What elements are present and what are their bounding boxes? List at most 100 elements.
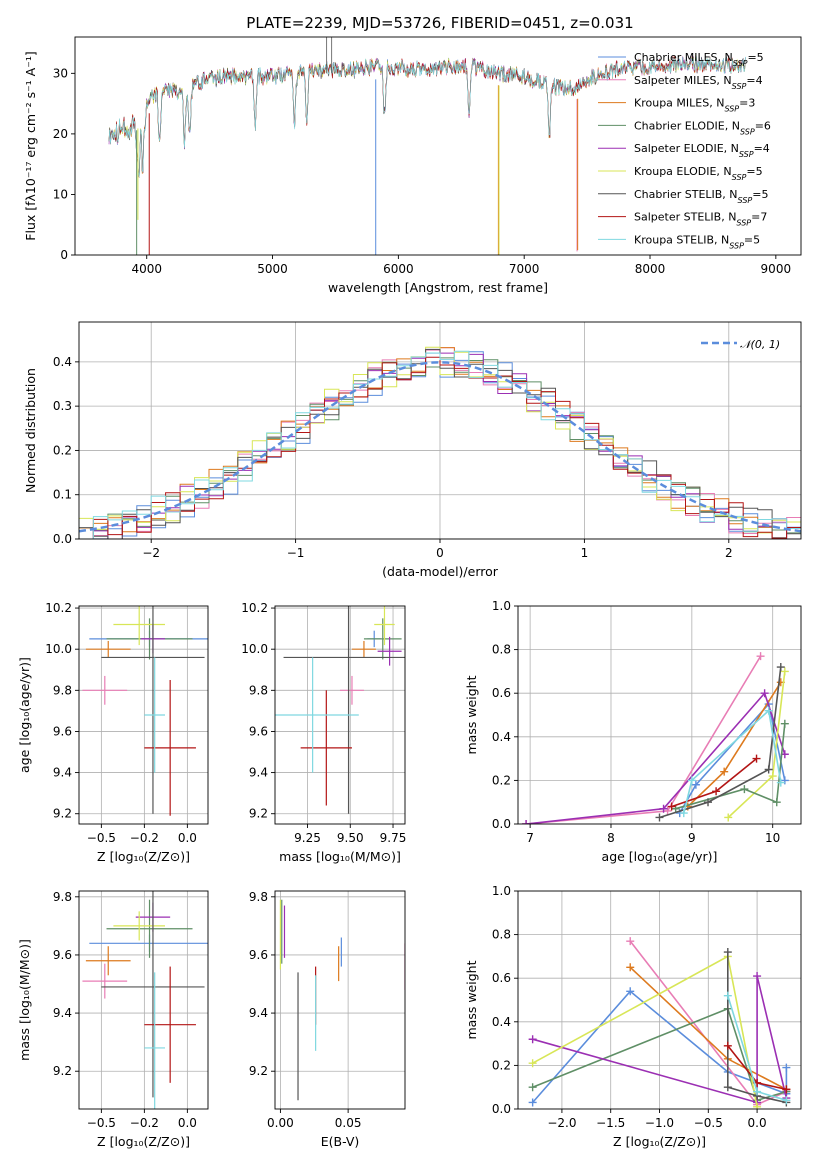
- y-tick-label: 0.2: [53, 443, 72, 457]
- y-tick-label: 10.0: [241, 642, 268, 656]
- weight-line: [532, 955, 758, 1107]
- y-tick-label: 0.3: [53, 399, 72, 413]
- y-tick-label: 9.4: [249, 766, 268, 780]
- y-tick-label: 9.4: [53, 766, 72, 780]
- axes-frame: [78, 321, 802, 540]
- panel-age-weight: 7 8 9 10 0.0 0.2 0.4 0.6 0.8 1.0 age [log₁₀(age/yr…: [464, 599, 802, 864]
- y-tick-label: 9.6: [53, 948, 72, 962]
- weight-line: [526, 691, 786, 824]
- weight-marker: [782, 1096, 791, 1105]
- weight-marker: [740, 785, 749, 794]
- weight-marker: [691, 780, 700, 789]
- weight-marker: [776, 778, 785, 787]
- legend-label: Salpeter STELIB, NSSP=7: [634, 211, 767, 228]
- weight-line: [727, 952, 787, 1104]
- axes-frame: [78, 890, 209, 1110]
- weight-marker: [659, 804, 668, 813]
- x-axis-label: Z [log₁₀(Z/Z⊙)]: [613, 1134, 706, 1149]
- axes-frame: [517, 605, 802, 825]
- weight-marker: [764, 706, 773, 715]
- y-tick-label: 0: [60, 248, 68, 262]
- spectrum-line: [108, 56, 746, 178]
- y-tick-label: 0.4: [492, 730, 511, 744]
- weight-marker: [760, 689, 769, 698]
- weight-marker: [724, 813, 733, 822]
- x-tick-label: −0.2: [130, 1116, 159, 1130]
- legend: Chabrier MILES, NSSP=5 Salpeter MILES, NS…: [598, 51, 771, 250]
- axes-frame: [274, 890, 406, 1110]
- figure-title: PLATE=2239, MJD=53726, FIBERID=0451, z=0…: [246, 14, 633, 32]
- weight-marker: [687, 776, 696, 785]
- y-tick-label: 10.0: [45, 642, 72, 656]
- weight-marker: [528, 1083, 537, 1092]
- x-tick-label: 7000: [509, 262, 540, 276]
- panel-Z-age: −0.5 −0.2 0.0 9.2 9.4 9.6 9.8 10.0 10.2 Z [log₁₀(…: [17, 601, 209, 864]
- y-tick-label: 10.2: [241, 601, 268, 615]
- y-tick-label: 0.8: [492, 643, 511, 657]
- x-tick-label: 8000: [635, 262, 666, 276]
- y-tick-label: 0.2: [492, 1058, 511, 1072]
- weight-marker: [655, 813, 664, 822]
- y-tick-label: 9.4: [249, 1006, 268, 1020]
- x-axis-label: Z [log₁₀(Z/Z⊙)]: [97, 1134, 190, 1149]
- x-tick-label: −0.2: [130, 831, 159, 845]
- x-tick-label: 9: [688, 831, 696, 845]
- weight-marker: [780, 719, 789, 728]
- weight-marker: [753, 1087, 762, 1096]
- x-tick-label: −1.0: [645, 1116, 674, 1130]
- y-tick-label: 9.8: [53, 683, 72, 697]
- y-tick-label: 9.6: [53, 724, 72, 738]
- legend-label: 𝒩(0, 1): [740, 338, 780, 351]
- y-tick-label: 0.8: [492, 928, 511, 942]
- y-axis-label: age [log₁₀(age/yr)]: [17, 657, 32, 773]
- y-tick-label: 9.2: [53, 807, 72, 821]
- y-tick-label: 1.0: [492, 599, 511, 613]
- plot-area: [518, 891, 801, 1109]
- weight-line: [526, 655, 762, 824]
- y-tick-label: 0.6: [492, 971, 511, 985]
- panel-Z-mass: −0.5 −0.2 0.0 9.2 9.4 9.6 9.8 Z [log₁₀(Z/Z⊙)] ma…: [17, 890, 209, 1149]
- weight-line: [532, 975, 788, 1104]
- weight-marker: [626, 963, 635, 972]
- y-tick-label: 9.8: [249, 683, 268, 697]
- weight-marker: [528, 1098, 537, 1107]
- legend-label: Kroupa STELIB, NSSP=5: [634, 233, 760, 250]
- y-tick-label: 0.6: [492, 686, 511, 700]
- x-tick-label: −1.5: [596, 1116, 625, 1130]
- x-tick-label: 0: [436, 546, 444, 560]
- y-tick-label: 9.4: [53, 1006, 72, 1020]
- axes-frame: [517, 890, 802, 1110]
- y-tick-label: 0.4: [53, 355, 72, 369]
- x-tick-label: −0.5: [87, 1116, 116, 1130]
- y-tick-label: 0.2: [492, 773, 511, 787]
- y-tick-label: 9.2: [53, 1064, 72, 1078]
- weight-marker: [764, 765, 773, 774]
- legend-label: Chabrier ELODIE, NSSP=6: [634, 119, 771, 136]
- legend-label: Kroupa MILES, NSSP=3: [634, 97, 755, 114]
- axes-frame: [78, 605, 209, 825]
- weight-marker: [753, 972, 762, 981]
- legend-label: Chabrier STELIB, NSSP=5: [634, 188, 768, 205]
- weight-marker: [780, 667, 789, 676]
- y-tick-label: 30: [53, 66, 68, 80]
- weight-marker: [782, 1063, 791, 1072]
- y-tick-label: 9.8: [53, 890, 72, 904]
- weight-marker: [782, 1085, 791, 1094]
- plot-area: [79, 891, 208, 1109]
- y-tick-label: 10.2: [45, 601, 72, 615]
- legend-label: Salpeter ELODIE, NSSP=4: [634, 142, 770, 159]
- y-axis-label: Flux [fλ10⁻¹⁷ erg cm⁻² s⁻¹ A⁻¹]: [23, 51, 38, 240]
- y-tick-label: 0.0: [492, 1102, 511, 1116]
- plot-area: [275, 891, 405, 1109]
- y-tick-label: 9.2: [249, 1064, 268, 1078]
- weight-marker: [768, 772, 777, 781]
- x-axis-label: age [log₁₀(age/yr)]: [602, 849, 718, 864]
- y-tick-label: 0.0: [492, 817, 511, 831]
- y-tick-label: 9.6: [249, 724, 268, 738]
- weight-marker: [528, 1035, 537, 1044]
- y-tick-label: 1.0: [492, 884, 511, 898]
- x-tick-label: 0.0: [748, 1116, 767, 1130]
- y-tick-label: 0.1: [53, 488, 72, 502]
- x-tick-label: 7: [526, 831, 534, 845]
